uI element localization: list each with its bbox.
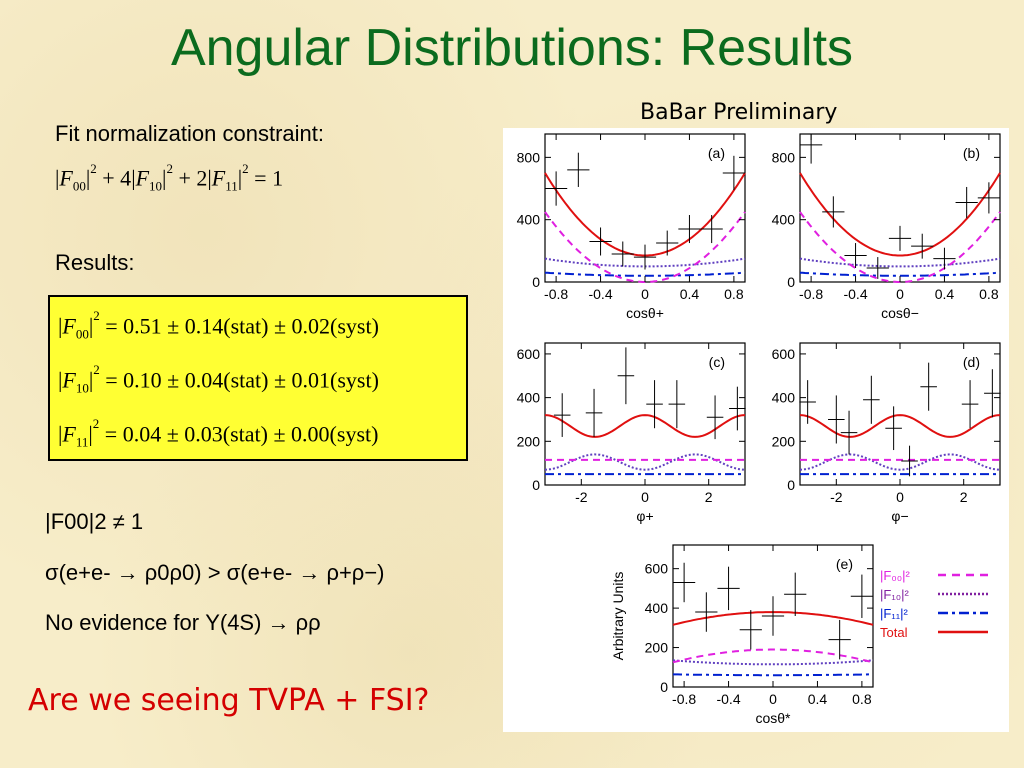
x-tick-label: -2 xyxy=(830,489,843,505)
y-tick-label: 0 xyxy=(787,477,795,493)
cross-section-comparison: σ(e+e- → ρ0ρ0) > σ(e+e- → ρ+ρ−) xyxy=(45,560,385,585)
result-value: = 0.04 ± 0.03(stat) ± 0.00(syst) xyxy=(104,421,379,447)
y-tick-label: 400 xyxy=(517,212,541,228)
x-axis-label: cosθ− xyxy=(881,305,919,321)
y-tick-label: 400 xyxy=(772,390,796,406)
x-tick-label: -2 xyxy=(575,489,588,505)
x-tick-label: 0 xyxy=(896,286,904,302)
result-value: = 0.51 ± 0.14(stat) ± 0.02(syst) xyxy=(105,313,379,339)
panel-tag: (a) xyxy=(708,145,725,161)
y-tick-label: 400 xyxy=(517,390,541,406)
x-tick-label: 0.4 xyxy=(680,286,700,302)
results-box: |F00|2 = 0.51 ± 0.14(stat) ± 0.02(syst) … xyxy=(48,295,468,461)
constraint-coef-1: + 4 xyxy=(102,165,132,191)
y-tick-label: 600 xyxy=(772,346,796,362)
slide-title: Angular Distributions: Results xyxy=(170,19,854,77)
y-tick-label: 800 xyxy=(517,149,541,165)
x-tick-label: 0 xyxy=(641,286,649,302)
legend-label: Total xyxy=(880,625,908,640)
result-value: = 0.10 ± 0.04(stat) ± 0.01(syst) xyxy=(105,367,379,393)
constraint-coef-2: + 2 xyxy=(178,165,208,191)
x-tick-label: 0 xyxy=(896,489,904,505)
x-axis-label: cosθ* xyxy=(755,710,791,726)
results-label: Results: xyxy=(55,250,135,275)
y-tick-label: 600 xyxy=(645,561,669,577)
panel-tag: (d) xyxy=(963,354,980,370)
legend-label: |F₀₀|² xyxy=(880,568,910,583)
legend: |F₀₀|² |F₁₀|² |F₁₁|² Total xyxy=(880,568,988,640)
x-tick-label: -0.8 xyxy=(544,286,568,302)
y-tick-label: 0 xyxy=(787,274,795,290)
x-tick-label: 0.8 xyxy=(979,286,999,302)
constraint-equation: |F00|2 + 4|F10|2 + 2|F11|2 = 1 xyxy=(55,161,284,194)
y-tick-label: 200 xyxy=(772,433,796,449)
chart-1: -0.8 -0.4 0 0.4 0.8 0 400 800 (b) cosθ− xyxy=(772,133,1001,321)
x-axis-label: cosθ+ xyxy=(626,305,664,321)
x-tick-label: 0.8 xyxy=(724,286,744,302)
result-row-f00: |F00|2 = 0.51 ± 0.14(stat) ± 0.02(syst) xyxy=(58,308,379,342)
curve-total xyxy=(544,414,746,438)
chart-0: -0.8 -0.4 0 0.4 0.8 0 400 800 (a) cosθ+ xyxy=(517,133,746,321)
curve-f10 xyxy=(799,453,1001,471)
x-tick-label: 0.4 xyxy=(935,286,955,302)
legend-label: |F₁₁|² xyxy=(880,606,908,621)
legend-label: |F₁₀|² xyxy=(880,587,909,602)
panel-tag: (b) xyxy=(963,145,980,161)
fit-constraint-label: Fit normalization constraint: xyxy=(55,121,324,146)
result-row-f10: |F10|2 = 0.10 ± 0.04(stat) ± 0.01(syst) xyxy=(58,362,379,396)
y-tick-label: 0 xyxy=(532,274,540,290)
x-tick-label: 0 xyxy=(641,489,649,505)
x-tick-label: -0.8 xyxy=(672,691,696,707)
x-tick-label: 0.8 xyxy=(852,691,872,707)
babar-preliminary-label: BaBar Preliminary xyxy=(640,100,838,125)
x-tick-label: -0.4 xyxy=(716,691,740,707)
x-axis-label: φ+ xyxy=(636,508,653,524)
x-axis-label: φ− xyxy=(891,508,908,524)
curve-f11 xyxy=(544,271,746,277)
curve-f11 xyxy=(799,271,1001,277)
x-tick-label: 0.4 xyxy=(808,691,828,707)
curve-f00 xyxy=(672,648,874,664)
curve-total xyxy=(799,414,1001,438)
curve-f10 xyxy=(672,659,874,666)
plots-panel: -0.8 -0.4 0 0.4 0.8 0 400 800 (a) cosθ+ -0.8 -0.4 0 0… xyxy=(503,128,1009,732)
chart-3: -2 0 2 0 200 400 600 (d) φ− xyxy=(772,342,1001,524)
y-tick-label: 400 xyxy=(772,212,796,228)
y-tick-label: 0 xyxy=(660,679,668,695)
plots-svg: -0.8 -0.4 0 0.4 0.8 0 400 800 (a) cosθ+ -0.8 -0.4 0 0… xyxy=(517,133,1001,726)
x-tick-label: 2 xyxy=(705,489,713,505)
y-tick-label: 200 xyxy=(645,640,669,656)
x-tick-label: -0.4 xyxy=(843,286,867,302)
curve-f10 xyxy=(799,257,1001,268)
y-axis-label: Arbitrary Units xyxy=(610,572,626,661)
panel-tag: (e) xyxy=(836,556,853,572)
chart-2: -2 0 2 0 200 400 600 (c) φ+ xyxy=(517,342,746,524)
panel-tag: (c) xyxy=(709,354,725,370)
x-tick-label: 2 xyxy=(960,489,968,505)
curve-total xyxy=(544,172,746,257)
f00-not-one: |F00|2 ≠ 1 xyxy=(45,509,144,534)
result-row-f11: |F11|2 = 0.04 ± 0.03(stat) ± 0.00(syst) xyxy=(58,416,379,450)
y-tick-label: 0 xyxy=(532,477,540,493)
curve-f11 xyxy=(673,673,873,677)
x-tick-label: -0.8 xyxy=(799,286,823,302)
y-tick-label: 400 xyxy=(645,600,669,616)
x-tick-label: 0 xyxy=(769,691,777,707)
no-evidence-statement: No evidence for Υ(4S) → ρρ xyxy=(45,610,321,635)
x-tick-label: -0.4 xyxy=(588,286,612,302)
y-tick-label: 600 xyxy=(517,346,541,362)
chart-4: -0.8 -0.4 0 0.4 0.8 0 200 400 600 (e) cosθ* Arbitra… xyxy=(610,544,874,726)
curve-f10 xyxy=(544,453,746,471)
question-text: Are we seeing TVPA + FSI? xyxy=(28,683,430,718)
y-tick-label: 800 xyxy=(772,149,796,165)
constraint-rhs: = 1 xyxy=(254,165,284,191)
y-tick-label: 200 xyxy=(517,433,541,449)
